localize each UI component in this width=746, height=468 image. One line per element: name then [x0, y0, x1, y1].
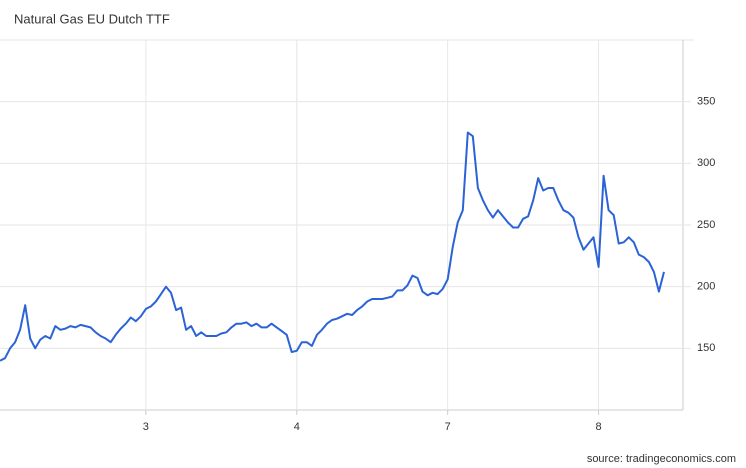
y-tick-label: 150 [697, 342, 715, 354]
x-tick-label: 8 [596, 421, 602, 433]
x-tick-label: 4 [294, 421, 300, 433]
y-tick-label: 350 [697, 96, 715, 108]
y-tick-label: 250 [697, 219, 715, 231]
chart-title: Natural Gas EU Dutch TTF [14, 11, 170, 26]
y-tick-label: 300 [697, 157, 715, 169]
y-tick-label: 200 [697, 281, 715, 293]
x-tick-label: 7 [445, 421, 451, 433]
source: source: tradingeconomics.com [587, 453, 736, 465]
x-tick-label: 3 [143, 421, 149, 433]
series-line [0, 131, 665, 362]
